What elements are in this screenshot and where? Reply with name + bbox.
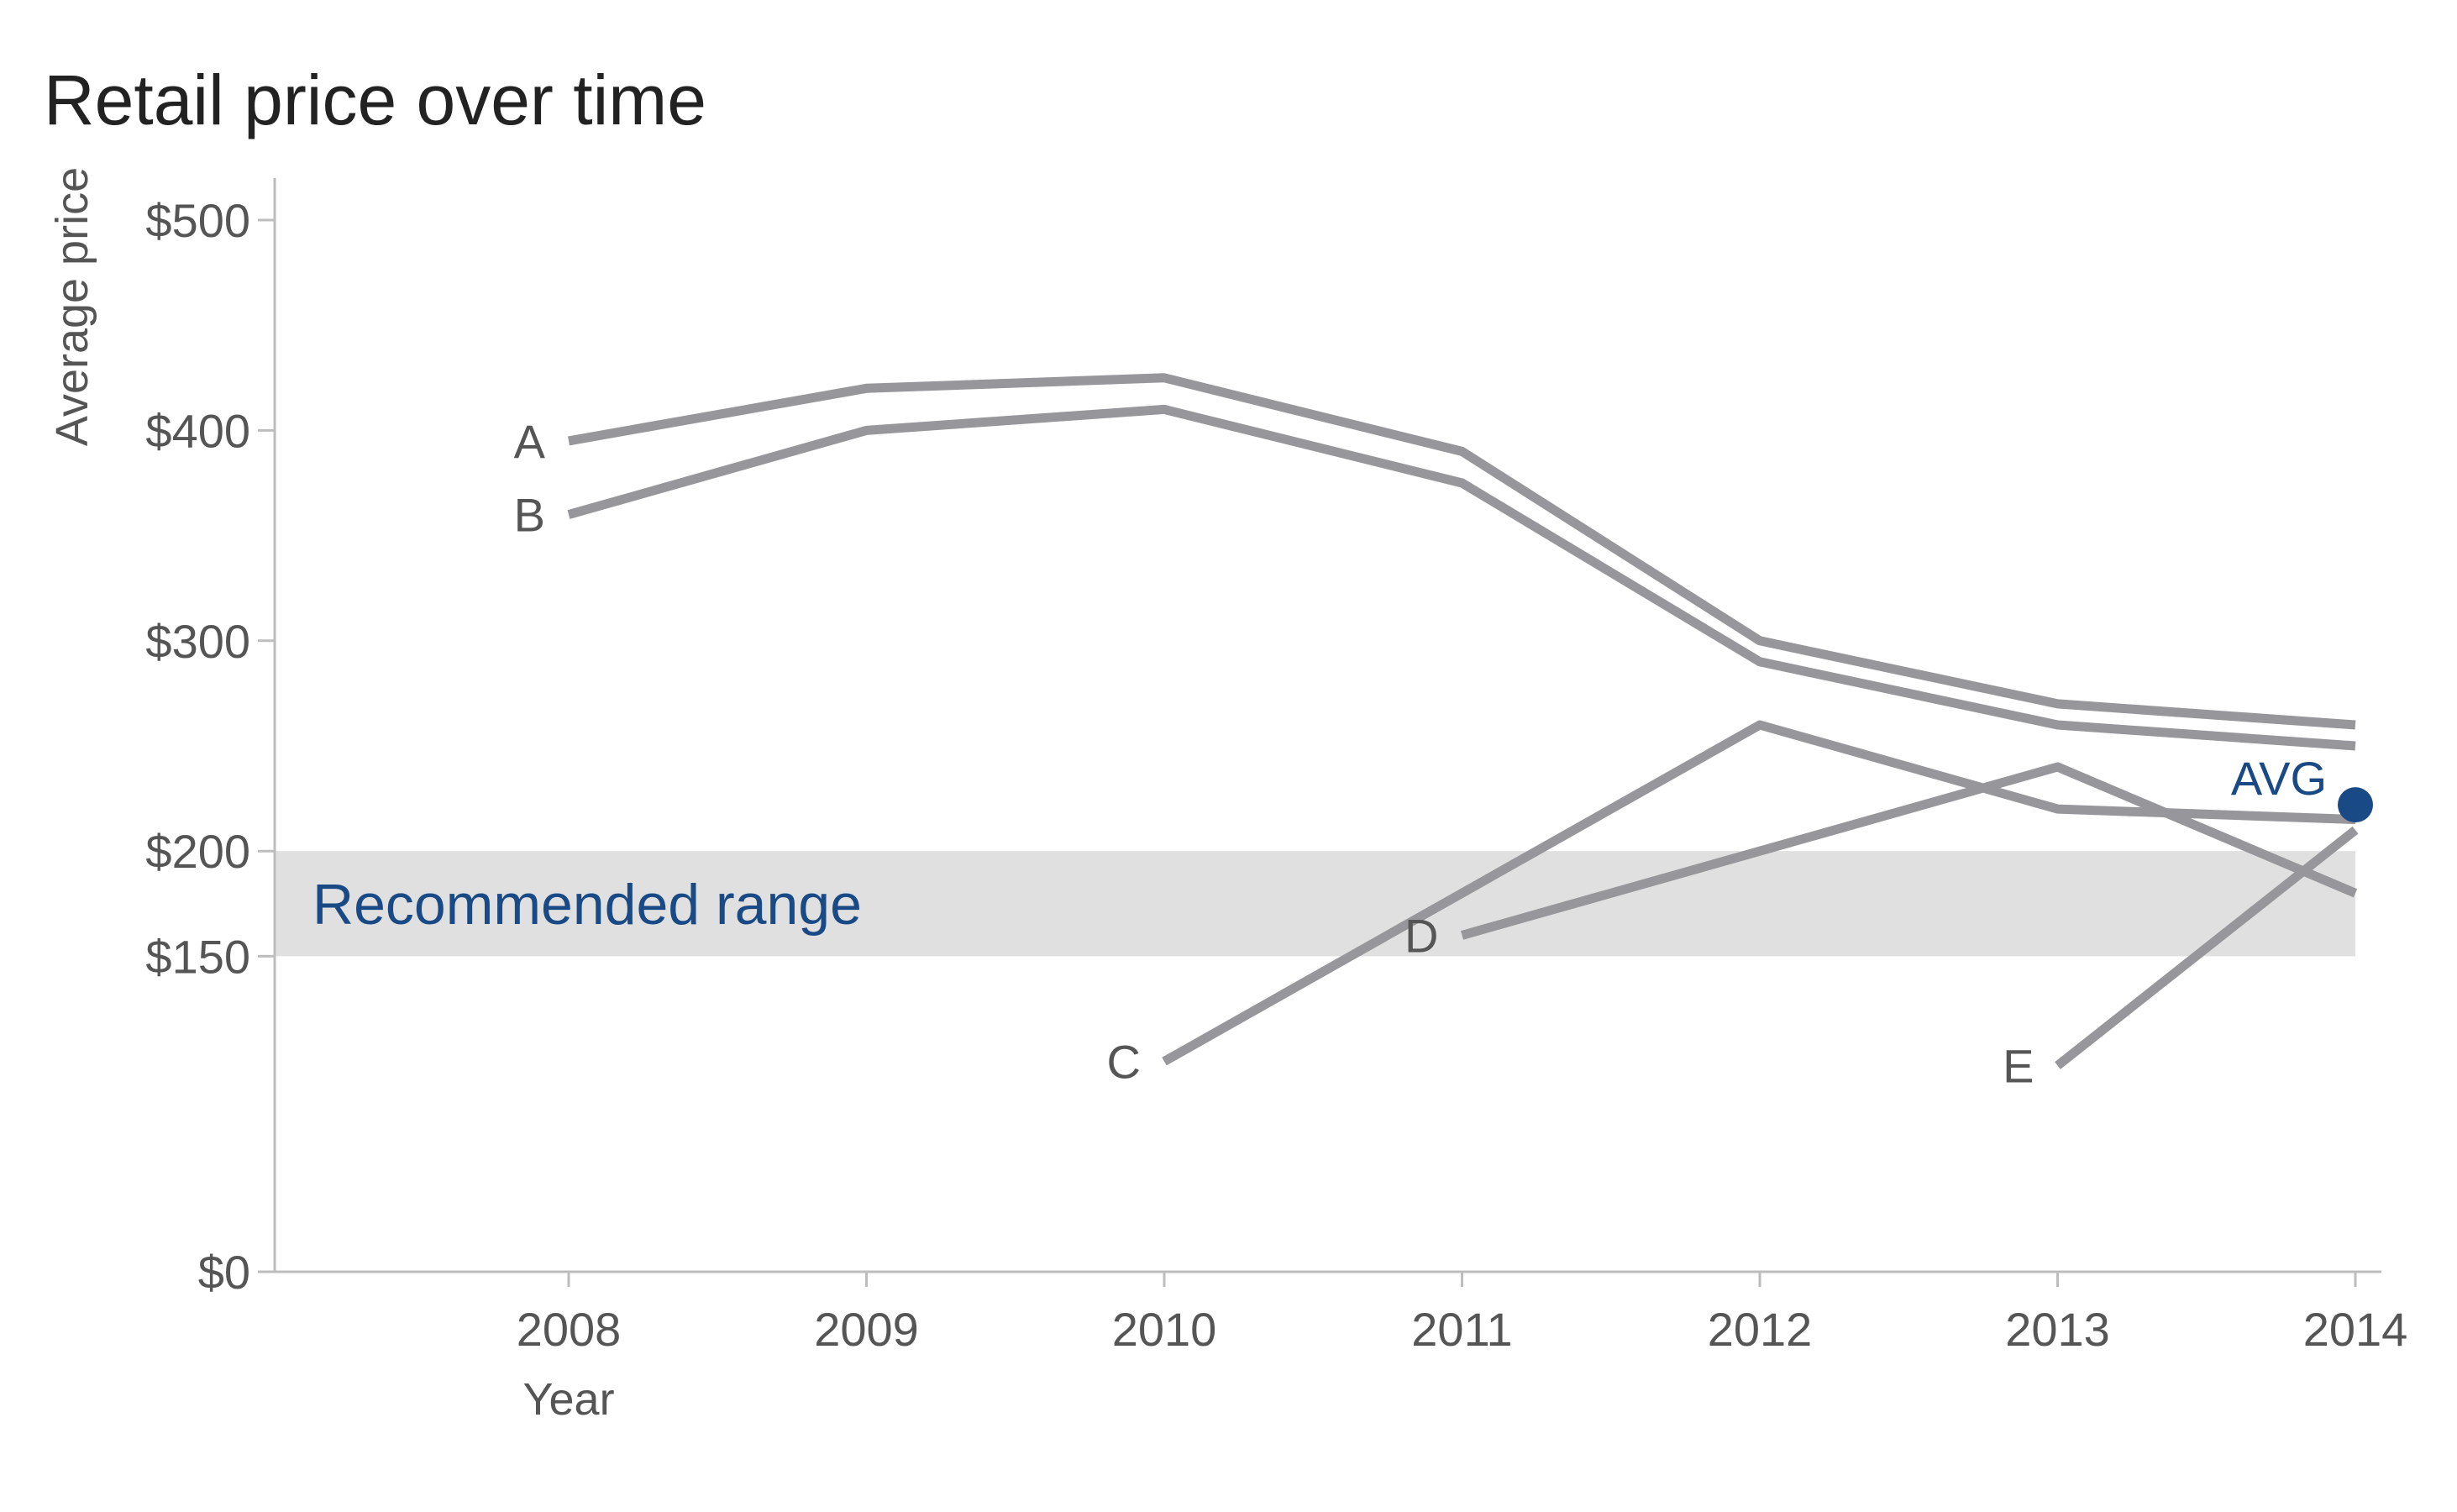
x-tick-label: 2014	[2303, 1303, 2408, 1356]
series-label-b: B	[514, 489, 545, 542]
x-axis-title: Year	[522, 1374, 614, 1425]
series-label-c: C	[1107, 1036, 1141, 1089]
y-axis-ticks: $0 $150 $200 $300 $400 $500	[145, 194, 275, 1299]
x-tick-label: 2008	[517, 1303, 622, 1356]
y-axis-title: Average price	[47, 167, 97, 446]
y-tick-label: $500	[145, 194, 250, 247]
series-label-d: D	[1404, 909, 1438, 962]
series-line-b	[567, 404, 2356, 751]
y-tick-label: $300	[145, 615, 250, 668]
chart-title: Retail price over time	[44, 60, 706, 139]
recommended-range-band	[275, 851, 2355, 957]
x-tick-label: 2009	[814, 1303, 919, 1356]
series-line-e	[2055, 826, 2359, 1069]
y-tick-label: $200	[145, 825, 250, 878]
average-marker	[2338, 787, 2373, 823]
series-labels: AB C D E	[514, 415, 2034, 1093]
y-tick-label: $150	[145, 930, 250, 983]
recommended-range-label: Recommended range	[312, 873, 862, 937]
y-tick-label: $400	[145, 404, 250, 457]
series-label-e: E	[2003, 1040, 2034, 1093]
y-tick-label: $0	[198, 1246, 250, 1299]
x-tick-label: 2011	[1411, 1303, 1512, 1356]
series-line-a	[568, 373, 2356, 730]
x-tick-label: 2013	[2005, 1303, 2110, 1356]
series-label-a: A	[514, 415, 546, 468]
x-tick-label: 2012	[1708, 1303, 1813, 1356]
series-lines	[567, 373, 2359, 1069]
x-tick-label: 2010	[1112, 1303, 1217, 1356]
average-label: AVG	[2231, 752, 2327, 805]
series-line-d	[1461, 762, 2358, 940]
x-axis-ticks: 2008 2009 2010 2011 2012 2013 2014	[517, 1272, 2408, 1356]
